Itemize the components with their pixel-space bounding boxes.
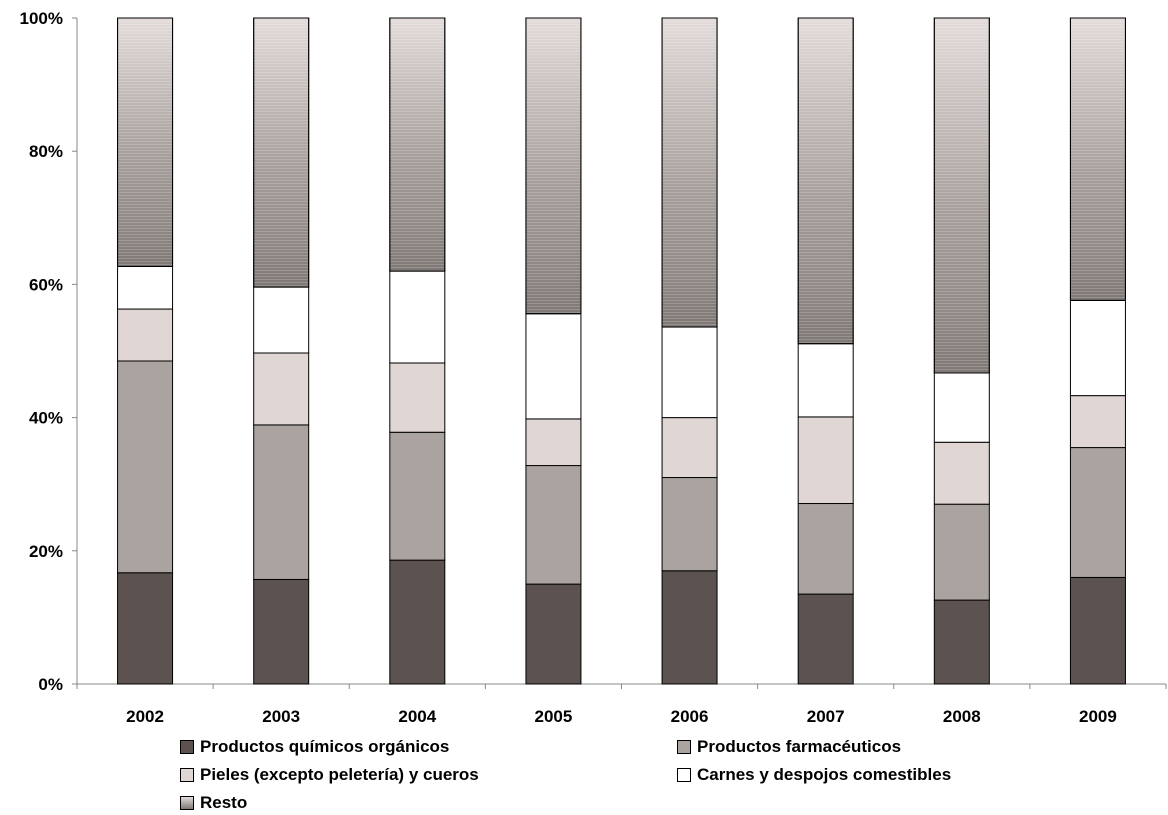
bar-segment xyxy=(117,572,174,685)
legend-label: Productos farmacéuticos xyxy=(697,737,902,756)
legend-label: Carnes y despojos comestibles xyxy=(697,765,952,784)
bar-segment xyxy=(933,372,990,443)
bar-segment xyxy=(525,583,582,685)
legend-label: Pieles (excepto peletería) y cueros xyxy=(200,765,479,784)
bar-segment xyxy=(797,503,854,595)
legend-swatch xyxy=(677,768,691,782)
bar-segment xyxy=(797,416,854,505)
legend-swatch xyxy=(677,740,691,754)
bar-segment xyxy=(525,465,582,585)
x-tick-label: 2007 xyxy=(807,707,845,726)
bar-segment xyxy=(797,593,854,685)
bar-segment xyxy=(253,286,310,354)
x-tick-label: 2002 xyxy=(126,707,164,726)
bars xyxy=(117,17,1126,685)
bar-segment xyxy=(525,418,582,467)
bar-segment xyxy=(389,559,446,685)
legend-label: Productos químicos orgánicos xyxy=(200,737,450,756)
bar-segment-texture xyxy=(525,17,582,315)
bar-segment xyxy=(661,417,718,479)
bar-segment xyxy=(933,503,990,601)
bar-segment xyxy=(117,308,174,362)
legend-item-carnes: Carnes y despojos comestibles xyxy=(677,764,1057,786)
bar-segment xyxy=(1069,447,1126,578)
bar-segment xyxy=(525,313,582,420)
bar-segment xyxy=(389,431,446,561)
y-tick-label: 60% xyxy=(29,275,63,294)
legend-item-quimicos: Productos químicos orgánicos xyxy=(180,736,677,758)
x-tick-label: 2006 xyxy=(671,707,709,726)
bar-segment-texture xyxy=(1069,17,1126,301)
legend-item-resto: Resto xyxy=(180,792,677,814)
bar-segment-texture xyxy=(253,17,310,288)
bar-segment-texture xyxy=(797,17,854,345)
legend-label: Resto xyxy=(200,793,248,812)
bar-segment xyxy=(1069,576,1126,685)
legend-item-pieles: Pieles (excepto peletería) y cueros xyxy=(180,764,677,786)
y-tick-label: 80% xyxy=(29,142,63,161)
x-tick-label: 2003 xyxy=(262,707,300,726)
bar-segment-texture xyxy=(389,17,446,272)
legend: Productos químicos orgánicos Productos f… xyxy=(180,736,1060,814)
axis-labels: 0% 20% 40% 60% 80% 100% 2002 2003 2004 2005 2006 20… xyxy=(20,9,1117,726)
legend-swatch xyxy=(180,796,194,810)
bar-segment xyxy=(1069,395,1126,449)
bar-segment xyxy=(661,326,718,419)
bar-segment-texture xyxy=(117,17,174,267)
bar-segment xyxy=(389,270,446,364)
bar-segment xyxy=(661,570,718,685)
bar-segment xyxy=(797,343,854,418)
legend-item-farmaceuticos: Productos farmacéuticos xyxy=(677,736,1057,758)
legend-swatch xyxy=(180,740,194,754)
bar-segment-texture xyxy=(933,17,990,374)
x-tick-label: 2005 xyxy=(535,707,573,726)
axes xyxy=(72,17,1167,689)
y-tick-label: 100% xyxy=(20,9,63,28)
bar-segment xyxy=(661,477,718,572)
bar-segment xyxy=(933,441,990,505)
x-tick-label: 2008 xyxy=(943,707,981,726)
bar-segment xyxy=(933,599,990,685)
bar-segment-texture xyxy=(661,17,718,328)
bar-segment xyxy=(253,352,310,426)
bar-segment xyxy=(253,424,310,580)
bar-segment xyxy=(1069,299,1126,397)
x-tick-label: 2004 xyxy=(398,707,436,726)
legend-swatch xyxy=(180,768,194,782)
y-tick-label: 0% xyxy=(38,675,63,694)
y-tick-label: 40% xyxy=(29,409,63,428)
bar-segment xyxy=(389,362,446,433)
stacked-bar-chart: 0% 20% 40% 60% 80% 100% 2002 2003 2004 2005 2006 20… xyxy=(20,9,1167,726)
bar-segment xyxy=(117,360,174,574)
bar-segment xyxy=(117,265,174,310)
bar-segment xyxy=(253,578,310,685)
y-tick-label: 20% xyxy=(29,542,63,561)
x-tick-label: 2009 xyxy=(1079,707,1117,726)
